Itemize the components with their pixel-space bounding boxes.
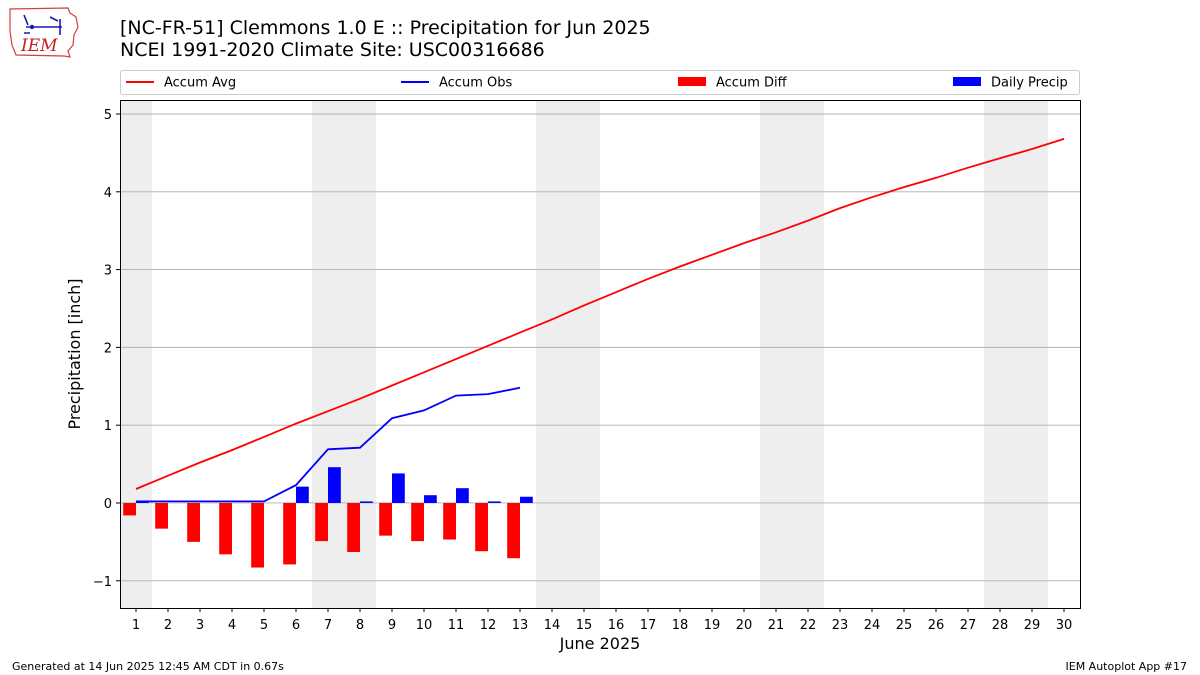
accum-obs-line [136, 386, 521, 503]
accum-diff-bar [379, 502, 392, 536]
accum-diff-bar [219, 502, 232, 555]
x-tick-label: 26 [928, 618, 945, 633]
x-tick-label: 6 [292, 618, 300, 633]
accum-diff-bar [475, 502, 488, 552]
x-tick-label: 15 [576, 618, 593, 633]
accum-diff-bar [155, 502, 168, 529]
legend-daily-precip-label: Daily Precip [991, 76, 1068, 91]
legend-daily-precip-swatch [953, 77, 981, 86]
x-tick-label: 12 [480, 618, 497, 633]
x-tick-label: 3 [196, 618, 204, 633]
weekend-shade [120, 100, 152, 608]
x-tick-label: 21 [768, 618, 785, 633]
accum-diff-bar [443, 502, 456, 540]
x-tick-label: 27 [960, 618, 977, 633]
daily-precip-bar [488, 501, 501, 503]
x-tick-label: 9 [388, 618, 396, 633]
x-tick-label: 19 [704, 618, 721, 633]
legend-accum-obs-label: Accum Obs [439, 76, 512, 91]
weekend-shade [536, 100, 600, 608]
x-tick-label: 24 [864, 618, 881, 633]
accum-diff-bar [283, 502, 296, 565]
chart-title: [NC-FR-51] Clemmons 1.0 E :: Precipitati… [120, 17, 651, 39]
x-tick-label: 10 [416, 618, 433, 633]
station-dot [29, 24, 35, 30]
x-tick-label: 16 [608, 618, 625, 633]
x-tick-label: 25 [896, 618, 913, 633]
y-tick-label: 3 [104, 264, 112, 279]
daily-precip-bar [360, 501, 373, 503]
x-tick-label: 7 [324, 618, 332, 633]
app-note: IEM Autoplot App #17 [1065, 660, 1188, 673]
x-tick-label: 2 [164, 618, 172, 633]
weather-station-icon [23, 14, 62, 35]
x-tick-label: 30 [1056, 618, 1073, 633]
x-tick-label: 1 [132, 618, 140, 633]
logo-text: IEM [20, 36, 58, 56]
x-tick-label: 13 [512, 618, 529, 633]
iowa-state-outline [9, 7, 79, 58]
x-tick-label: 14 [544, 618, 561, 633]
x-tick-label: 8 [356, 618, 364, 633]
x-tick-label: 11 [448, 618, 465, 633]
daily-precip-bar [328, 467, 341, 503]
x-tick-label: 18 [672, 618, 689, 633]
x-tick-label: 29 [1024, 618, 1041, 633]
accum-diff-bar [187, 502, 200, 542]
y-tick-label: 5 [104, 108, 112, 123]
legend-box [120, 70, 1080, 95]
y-tick-label: −1 [93, 575, 112, 590]
legend-accum-diff-label: Accum Diff [716, 76, 788, 91]
plot-frame [120, 100, 1081, 609]
iem-logo: IEM [9, 7, 79, 58]
daily-precip-bar [392, 473, 405, 503]
accum-diff-bar [347, 502, 360, 552]
legend-accum-avg-label: Accum Avg [164, 76, 236, 91]
y-tick-label: 4 [104, 186, 112, 201]
x-tick-label: 20 [736, 618, 753, 633]
accum-diff-bar [411, 502, 424, 542]
daily-precip-bar [424, 495, 437, 503]
accum-diff-bar [251, 502, 264, 568]
accum-avg-line [135, 138, 1065, 490]
chart-title-block: [NC-FR-51] Clemmons 1.0 E :: Precipitati… [120, 17, 651, 61]
accum-diff-bar [315, 502, 328, 542]
x-tick-label: 22 [800, 618, 817, 633]
accum-diff-bar [123, 502, 136, 516]
x-tick-label: 28 [992, 618, 1009, 633]
chart-subtitle: NCEI 1991-2020 Climate Site: USC00316686 [120, 39, 545, 61]
x-tick-label: 5 [260, 618, 268, 633]
x-tick-label: 23 [832, 618, 849, 633]
y-tick-label: 0 [104, 497, 112, 512]
generated-note: Generated at 14 Jun 2025 12:45 AM CDT in… [12, 660, 284, 673]
y-tick-label: 2 [104, 341, 112, 356]
x-tick-label: 17 [640, 618, 657, 633]
daily-precip-bar [456, 488, 469, 503]
accum-diff-bar [507, 502, 520, 559]
legend-accum-diff-swatch [678, 77, 706, 86]
x-tick-label: 4 [228, 618, 236, 633]
daily-precip-bar [296, 486, 309, 503]
y-axis-label: Precipitation [inch] [65, 278, 84, 429]
weekend-shade [984, 100, 1048, 608]
weekend-shade [760, 100, 824, 608]
daily-precip-bar [520, 496, 533, 503]
y-tick-label: 1 [104, 419, 112, 434]
x-axis-label: June 2025 [559, 634, 641, 653]
